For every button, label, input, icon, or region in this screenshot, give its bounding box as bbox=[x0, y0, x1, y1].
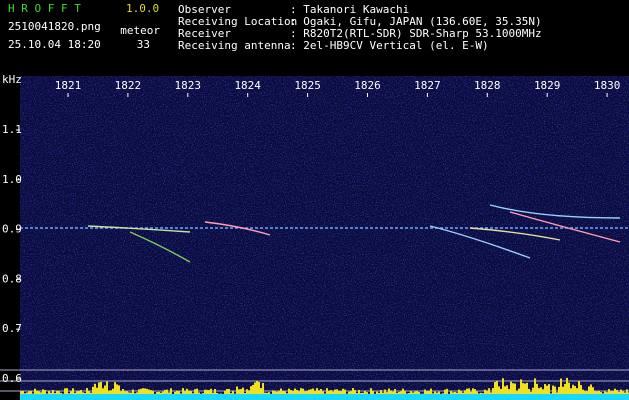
level-bar bbox=[114, 382, 116, 400]
level-bar bbox=[544, 384, 546, 400]
level-bar bbox=[498, 386, 500, 400]
level-bar bbox=[510, 381, 512, 400]
info-label: Receiving Location bbox=[178, 15, 297, 28]
count: 33 bbox=[137, 38, 150, 51]
x-tick-label: 1829 bbox=[534, 79, 561, 92]
level-bar bbox=[540, 387, 542, 400]
y-tick-label: 1.0 bbox=[2, 173, 22, 186]
y-tick-label: 0.8 bbox=[2, 272, 22, 285]
level-bar bbox=[524, 383, 526, 400]
count-label: meteor bbox=[120, 24, 160, 37]
level-bar bbox=[106, 381, 108, 400]
level-bar bbox=[522, 383, 524, 400]
level-bar bbox=[560, 378, 562, 400]
cyan-band bbox=[20, 394, 629, 400]
axes: kHz 1821 1822 1823 1824 1825 1826 1827 1828 1829 1… bbox=[2, 73, 620, 385]
level-bar bbox=[592, 387, 594, 400]
level-bar bbox=[96, 387, 98, 400]
level-bar bbox=[532, 387, 534, 400]
level-bar bbox=[104, 385, 106, 400]
file-name: 2510041820.png bbox=[8, 20, 101, 33]
y-tick-label: 0.6 bbox=[2, 372, 22, 385]
level-bar bbox=[546, 385, 548, 400]
info-label: Receiver bbox=[178, 27, 231, 40]
meteor-traces bbox=[87, 204, 621, 263]
x-tick-label: 1830 bbox=[594, 79, 621, 92]
y-tick-label: 1.1 bbox=[2, 123, 22, 136]
level-bar bbox=[98, 382, 100, 400]
level-bar bbox=[254, 382, 256, 400]
level-bar bbox=[494, 382, 496, 400]
x-tick-label: 1826 bbox=[354, 79, 381, 92]
datetime: 25.10.04 18:20 bbox=[8, 38, 101, 51]
level-bar bbox=[526, 382, 528, 400]
level-bar bbox=[564, 383, 566, 400]
y-tick-label: 0.9 bbox=[2, 223, 22, 236]
x-tick-label: 1825 bbox=[294, 79, 321, 92]
level-bar bbox=[262, 382, 264, 400]
level-bar bbox=[562, 386, 564, 400]
level-bar bbox=[558, 386, 560, 400]
level-bar bbox=[236, 386, 238, 400]
level-bar bbox=[588, 386, 590, 400]
version: 1.0.0 bbox=[126, 2, 159, 15]
level-bar bbox=[572, 384, 574, 400]
level-bar bbox=[548, 384, 550, 400]
x-tick-label: 1824 bbox=[234, 79, 261, 92]
x-tick-label: 1828 bbox=[474, 79, 501, 92]
y-unit: kHz bbox=[2, 73, 22, 86]
app-name: H R O F F T bbox=[8, 2, 81, 15]
level-bar bbox=[520, 379, 522, 400]
level-bar bbox=[258, 382, 260, 400]
level-bar bbox=[94, 383, 96, 400]
level-bar bbox=[574, 386, 576, 400]
noise bbox=[20, 76, 629, 400]
info-label: Observer bbox=[178, 3, 231, 16]
level-bar bbox=[250, 386, 252, 400]
level-bar bbox=[512, 383, 514, 400]
level-bar bbox=[534, 378, 536, 400]
level-bar bbox=[590, 384, 592, 400]
x-tick-label: 1823 bbox=[175, 79, 202, 92]
level-bar bbox=[566, 377, 568, 400]
level-bar bbox=[252, 384, 254, 400]
info-value: : Takanori Kawachi bbox=[290, 3, 409, 16]
level-bar bbox=[536, 383, 538, 400]
level-bar bbox=[496, 380, 498, 400]
x-tick-label: 1821 bbox=[55, 79, 82, 92]
level-bar bbox=[578, 381, 580, 400]
level-bar bbox=[256, 380, 258, 400]
info-value: : R820T2(RTL-SDR) SDR-Sharp 53.1000MHz bbox=[290, 27, 542, 40]
y-tick-label: 0.7 bbox=[2, 322, 22, 335]
info-label: Receiving antenna bbox=[178, 39, 291, 52]
level-bar bbox=[580, 384, 582, 400]
level-bar bbox=[118, 385, 120, 400]
level-bar bbox=[552, 385, 554, 400]
level-bar bbox=[568, 382, 570, 400]
level-bar bbox=[116, 384, 118, 400]
level-bar bbox=[504, 386, 506, 400]
level-bar bbox=[242, 387, 244, 400]
level-bar bbox=[506, 385, 508, 400]
level-bar bbox=[554, 386, 556, 400]
level-bar bbox=[514, 383, 516, 400]
level-bar bbox=[502, 378, 504, 400]
level-bar bbox=[100, 381, 102, 400]
info-value: : Ogaki, Gifu, JAPAN (136.60E, 35.35N) bbox=[290, 15, 542, 28]
x-tick-label: 1822 bbox=[115, 79, 142, 92]
x-tick-label: 1827 bbox=[414, 79, 441, 92]
info-value: : 2el-HB9CV Vertical (el. E-W) bbox=[290, 39, 489, 52]
level-bar bbox=[92, 386, 94, 400]
